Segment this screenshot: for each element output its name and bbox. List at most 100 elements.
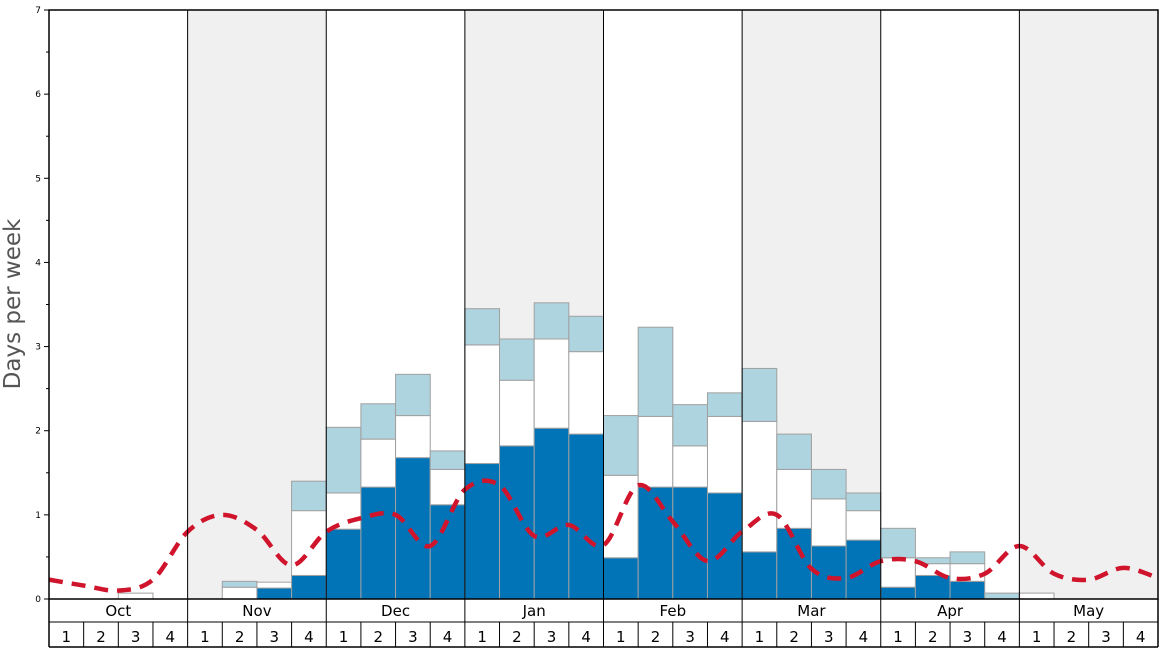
bar-middle-21 [741, 420, 778, 553]
month-label-apr: Apr [937, 602, 964, 620]
week-label-apr-4: 4 [997, 628, 1007, 646]
bar-dark-17 [603, 557, 639, 600]
week-label-nov-2: 2 [235, 628, 245, 646]
y-tick-label-0: 0 [35, 595, 41, 605]
y-tick-label-2: 2 [35, 427, 41, 437]
bar-light-8 [291, 480, 327, 512]
week-label-apr-3: 3 [963, 628, 973, 646]
bar-light-17 [603, 415, 639, 476]
week-label-feb-4: 4 [720, 628, 730, 646]
week-label-jan-4: 4 [581, 628, 591, 646]
bar-middle-19 [672, 445, 708, 488]
week-label-apr-2: 2 [928, 628, 938, 646]
bar-middle-11 [395, 415, 431, 459]
week-label-oct-4: 4 [166, 628, 176, 646]
week-label-feb-3: 3 [685, 628, 695, 646]
bar-light-18 [637, 326, 674, 417]
bar-light-14 [499, 338, 535, 381]
y-axis-label: Days per week [0, 218, 26, 389]
week-label-dec-1: 1 [339, 628, 349, 646]
bar-dark-11 [395, 457, 431, 600]
bar-middle-14 [499, 379, 535, 447]
month-label-feb: Feb [660, 602, 687, 620]
week-label-jan-2: 2 [512, 628, 522, 646]
bar-dark-8 [291, 574, 327, 600]
bar-dark-12 [429, 504, 466, 600]
bar-light-11 [395, 373, 431, 417]
week-label-dec-3: 3 [408, 628, 418, 646]
bar-light-9 [325, 426, 362, 494]
bar-middle-23 [810, 498, 847, 547]
bar-dark-9 [325, 528, 362, 600]
average-dashed-line [48, 478, 1159, 593]
week-label-mar-2: 2 [789, 628, 799, 646]
bar-light-27 [949, 551, 986, 565]
week-label-mar-3: 3 [824, 628, 834, 646]
bar-dark-25 [880, 586, 916, 600]
bar-light-20 [706, 392, 743, 417]
week-label-may-1: 1 [1032, 628, 1042, 646]
bar-dark-27 [949, 580, 986, 600]
week-label-feb-2: 2 [651, 628, 661, 646]
month-label-oct: Oct [105, 602, 131, 620]
week-label-mar-4: 4 [859, 628, 869, 646]
bar-dark-26 [914, 574, 951, 600]
bar-dark-14 [499, 445, 535, 600]
bar-light-24 [845, 492, 882, 512]
bar-light-13 [464, 308, 501, 346]
bar-dark-20 [706, 492, 743, 600]
bar-light-19 [672, 404, 708, 447]
bar-middle-16 [568, 351, 604, 435]
bar-middle-20 [706, 415, 743, 494]
week-label-mar-1: 1 [755, 628, 765, 646]
week-label-dec-2: 2 [373, 628, 383, 646]
bar-middle-22 [776, 468, 812, 529]
bar-light-6 [221, 580, 258, 588]
y-tick-label-4: 4 [35, 258, 41, 268]
y-tick-label-1: 1 [35, 511, 41, 521]
week-label-may-3: 3 [1101, 628, 1111, 646]
bar-middle-13 [464, 344, 501, 465]
week-label-feb-1: 1 [616, 628, 626, 646]
month-label-mar: Mar [797, 602, 826, 620]
week-label-apr-1: 1 [893, 628, 903, 646]
bar-middle-29 [1018, 592, 1055, 600]
bar-middle-6 [221, 586, 258, 600]
week-label-may-4: 4 [1136, 628, 1146, 646]
bar-light-23 [810, 468, 847, 500]
y-tick-label-7: 7 [35, 6, 41, 16]
bar-middle-15 [533, 338, 570, 429]
axes [44, 9, 1159, 648]
month-label-nov: Nov [242, 602, 271, 620]
bar-light-21 [741, 367, 778, 422]
week-label-jan-1: 1 [477, 628, 487, 646]
week-label-may-2: 2 [1067, 628, 1077, 646]
y-tick-label-3: 3 [35, 343, 41, 353]
bar-light-15 [533, 302, 570, 340]
bar-dark-24 [845, 539, 882, 600]
bar-light-16 [568, 315, 604, 353]
bar-middle-18 [637, 415, 674, 488]
bar-light-10 [360, 403, 397, 440]
week-label-oct-2: 2 [96, 628, 106, 646]
month-label-jan: Jan [522, 602, 546, 620]
bar-middle-10 [360, 438, 397, 488]
week-label-dec-4: 4 [443, 628, 453, 646]
week-label-nov-1: 1 [200, 628, 210, 646]
bar-middle-24 [845, 510, 882, 541]
bar-middle-12 [429, 468, 466, 506]
month-shade-may [1019, 10, 1158, 599]
bar-light-25 [880, 527, 916, 559]
week-label-oct-3: 3 [131, 628, 141, 646]
bar-light-28 [984, 592, 1020, 600]
bar-dark-18 [637, 486, 674, 600]
month-label-dec: Dec [381, 602, 410, 620]
week-label-oct-1: 1 [62, 628, 72, 646]
bar-light-22 [776, 433, 812, 470]
bar-middle-25 [880, 557, 916, 588]
average-line [48, 478, 1159, 593]
axis-labels: 0 1 2 3 4 5 6 7 Oct 1 2 3 4 Nov 1 2 3 4 Dec 1 2 3 4 Jan 1 2 3 4 Feb 1… [35, 6, 1145, 646]
y-tick-label-6: 6 [35, 90, 41, 100]
bar-light-12 [429, 450, 466, 470]
